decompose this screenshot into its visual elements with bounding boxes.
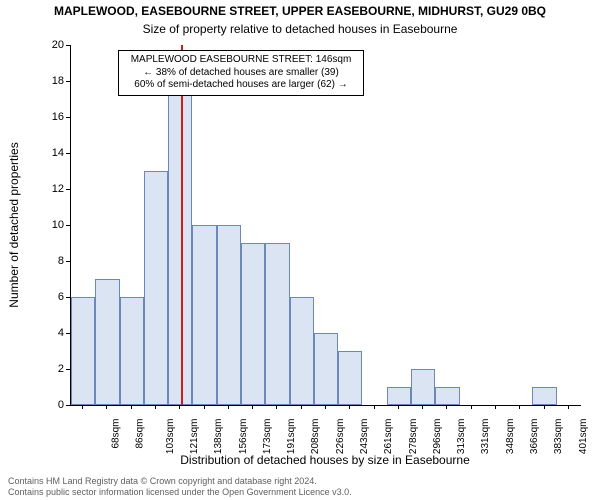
xtick-mark — [325, 405, 326, 409]
xtick-label: 86sqm — [135, 419, 146, 449]
ytick-label: 0 — [34, 399, 64, 411]
xtick-label: 156sqm — [238, 419, 249, 455]
xtick-mark — [519, 405, 520, 409]
xtick-mark — [106, 405, 107, 409]
xtick-label: 348sqm — [505, 419, 516, 455]
xtick-mark — [155, 405, 156, 409]
ytick-label: 18 — [34, 75, 64, 87]
xtick-mark — [349, 405, 350, 409]
xtick-mark — [252, 405, 253, 409]
xtick-mark — [422, 405, 423, 409]
bar — [435, 387, 459, 405]
xtick-mark — [568, 405, 569, 409]
ytick-label: 14 — [34, 147, 64, 159]
ytick-label: 16 — [34, 111, 64, 123]
annotation-line: MAPLEWOOD EASEBOURNE STREET: 146sqm — [124, 54, 358, 67]
xtick-mark — [82, 405, 83, 409]
x-axis-title: Distribution of detached houses by size … — [70, 453, 580, 467]
xtick-label: 173sqm — [262, 419, 273, 455]
bar — [144, 171, 168, 405]
xtick-label: 208sqm — [311, 419, 322, 455]
ytick-label: 12 — [34, 183, 64, 195]
xtick-mark — [495, 405, 496, 409]
xtick-mark — [544, 405, 545, 409]
sub-title: Size of property relative to detached ho… — [0, 22, 600, 36]
annotation-line: ← 38% of detached houses are smaller (39… — [124, 67, 358, 80]
ytick-label: 20 — [34, 39, 64, 51]
xtick-mark — [446, 405, 447, 409]
main-title: MAPLEWOOD, EASEBOURNE STREET, UPPER EASE… — [0, 4, 600, 18]
xtick-label: 278sqm — [408, 419, 419, 455]
ytick-label: 2 — [34, 363, 64, 375]
ytick-label: 10 — [34, 219, 64, 231]
xtick-mark — [179, 405, 180, 409]
xtick-mark — [374, 405, 375, 409]
bar — [314, 333, 338, 405]
xtick-mark — [204, 405, 205, 409]
y-axis-title: Number of detached properties — [7, 142, 21, 307]
bar — [71, 297, 95, 405]
xtick-mark — [228, 405, 229, 409]
ytick-label: 8 — [34, 255, 64, 267]
bar — [95, 279, 119, 405]
annotation-box: MAPLEWOOD EASEBOURNE STREET: 146sqm ← 38… — [118, 50, 364, 96]
xtick-label: 191sqm — [286, 419, 297, 455]
xtick-label: 243sqm — [359, 419, 370, 455]
xtick-label: 138sqm — [213, 419, 224, 455]
xtick-label: 401sqm — [578, 419, 589, 455]
xtick-label: 261sqm — [383, 419, 394, 455]
xtick-label: 383sqm — [553, 419, 564, 455]
footer-line: Contains public sector information licen… — [8, 487, 352, 498]
chart-container: MAPLEWOOD, EASEBOURNE STREET, UPPER EASE… — [0, 0, 600, 500]
annotation-line: 60% of semi-detached houses are larger (… — [124, 79, 358, 92]
bar — [265, 243, 289, 405]
ytick-label: 4 — [34, 327, 64, 339]
xtick-mark — [398, 405, 399, 409]
bar — [120, 297, 144, 405]
xtick-label: 68sqm — [111, 419, 122, 449]
xtick-label: 313sqm — [456, 419, 467, 455]
bar — [192, 225, 216, 405]
xtick-label: 366sqm — [529, 419, 540, 455]
xtick-label: 226sqm — [335, 419, 346, 455]
marker-line — [181, 45, 183, 405]
xtick-label: 331sqm — [481, 419, 492, 455]
bar — [338, 351, 362, 405]
xtick-label: 103sqm — [165, 419, 176, 455]
plot-area — [70, 45, 581, 406]
footer-line: Contains HM Land Registry data © Crown c… — [8, 476, 352, 487]
bar — [241, 243, 265, 405]
bar — [290, 297, 314, 405]
xtick-mark — [276, 405, 277, 409]
bar — [532, 387, 556, 405]
xtick-label: 121sqm — [189, 419, 200, 455]
ytick-label: 6 — [34, 291, 64, 303]
footer: Contains HM Land Registry data © Crown c… — [8, 476, 352, 498]
bar — [387, 387, 411, 405]
xtick-label: 296sqm — [432, 419, 443, 455]
xtick-mark — [131, 405, 132, 409]
bar — [411, 369, 435, 405]
xtick-mark — [471, 405, 472, 409]
bar — [217, 225, 241, 405]
xtick-mark — [301, 405, 302, 409]
